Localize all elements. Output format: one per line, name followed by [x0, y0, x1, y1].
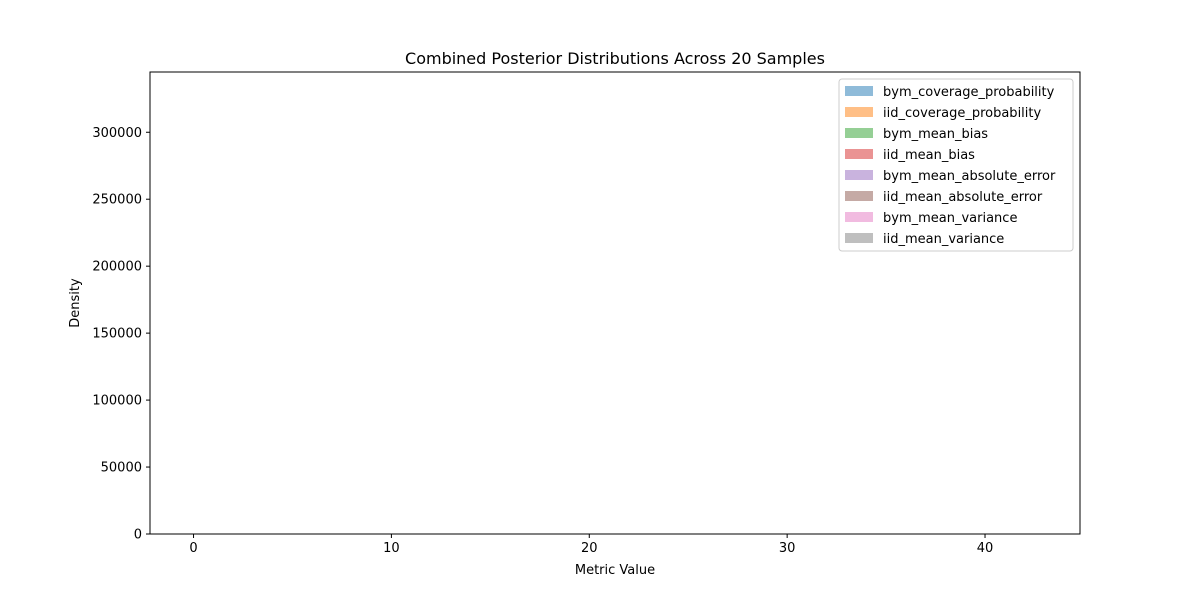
y-tick-label: 150000 — [92, 327, 142, 342]
y-tick-label: 50000 — [101, 461, 142, 476]
legend-entry-label: iid_mean_bias — [883, 148, 975, 163]
x-axis-label: Metric Value — [575, 563, 655, 578]
legend-swatch — [845, 107, 873, 117]
legend-swatch — [845, 128, 873, 138]
plot-frame — [149, 71, 1081, 535]
y-tick-label: 100000 — [92, 394, 142, 409]
y-axis: 0 50000 100000 150000 200000 250000 300000 — [92, 126, 150, 543]
legend-swatch — [845, 212, 873, 222]
plot-area: 0 10 20 30 40 0 50000 100000 150000 200000 250000… — [92, 71, 1081, 556]
legend-entry-label: iid_mean_variance — [883, 232, 1004, 247]
legend-entry-label: bym_mean_variance — [883, 211, 1017, 226]
x-tick-label: 20 — [581, 541, 598, 556]
x-axis: 0 10 20 30 40 — [189, 534, 993, 556]
legend-swatch — [845, 233, 873, 243]
x-tick-label: 10 — [383, 541, 400, 556]
y-tick-label: 250000 — [92, 193, 142, 208]
legend-swatch — [845, 149, 873, 159]
y-tick-label: 0 — [134, 528, 142, 543]
y-axis-label: Density — [68, 278, 83, 328]
legend-entry-label: bym_coverage_probability — [883, 85, 1055, 100]
legend-entry-label: bym_mean_absolute_error — [883, 169, 1056, 184]
legend-entry-label: iid_coverage_probability — [883, 106, 1041, 121]
y-tick-label: 300000 — [92, 126, 142, 141]
legend-swatch — [845, 191, 873, 201]
legend-entry-label: bym_mean_bias — [883, 127, 988, 142]
legend-box — [838, 78, 1074, 252]
legend-swatch — [845, 86, 873, 96]
x-tick-label: 30 — [779, 541, 796, 556]
x-tick-label: 40 — [977, 541, 994, 556]
y-tick-label: 200000 — [92, 260, 142, 275]
legend: bym_coverage_probability iid_coverage_pro… — [838, 78, 1074, 252]
chart-title: Combined Posterior Distributions Across … — [405, 49, 825, 68]
x-tick-label: 0 — [189, 541, 197, 556]
legend-swatch — [845, 170, 873, 180]
legend-entry-label: iid_mean_absolute_error — [883, 190, 1043, 205]
